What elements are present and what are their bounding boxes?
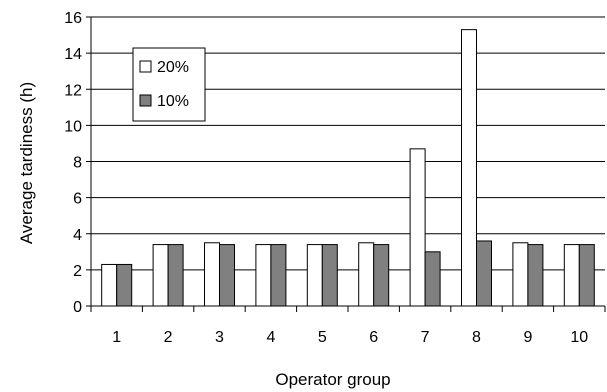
y-tick-label: 12: [64, 82, 82, 99]
bar-20pct-group-4: [255, 244, 272, 307]
x-tick-label: 8: [472, 329, 481, 346]
legend-label-10: 10%: [157, 93, 189, 110]
x-tick-label: 1: [112, 329, 121, 346]
x-tick-label: 7: [421, 329, 430, 346]
x-tick-label: 5: [318, 329, 327, 346]
bar-10pct-group-9: [527, 244, 544, 307]
y-tick-label: 14: [64, 46, 82, 63]
bar-20pct-group-2: [152, 244, 169, 307]
y-tick-label: 4: [73, 227, 82, 244]
y-tick-label: 8: [73, 155, 82, 172]
x-tick-label: 9: [523, 329, 532, 346]
y-tick-labels: 0 2 4 6 8 10 12 14 16: [64, 10, 82, 316]
bar-10pct-group-10: [578, 244, 595, 307]
x-tick-labels: 1 2 3 4 5 6 7 8 9 10: [112, 329, 588, 346]
x-tick-label: 10: [570, 329, 588, 346]
y-tick-label: 2: [73, 263, 82, 280]
y-axis-title: Average tardiness (h): [17, 82, 36, 244]
bar-20pct-group-7: [409, 148, 426, 307]
y-tick-label: 0: [73, 299, 82, 316]
bar-20pct-group-1: [101, 263, 118, 307]
axes: [86, 16, 606, 312]
legend-label-20: 20%: [157, 59, 189, 76]
bar-10pct-group-7: [424, 251, 441, 307]
x-tick-label: 4: [266, 329, 275, 346]
bar-10pct-group-5: [321, 244, 338, 307]
bar-10pct-group-6: [373, 244, 390, 307]
bar-10pct-group-2: [167, 244, 184, 307]
bar-10pct-group-4: [270, 244, 287, 307]
legend-swatch-10: [139, 94, 152, 107]
bar-10pct-group-8: [476, 240, 492, 307]
y-tick-label: 16: [64, 10, 82, 27]
legend-box: [132, 47, 206, 122]
bar-20pct-group-10: [563, 244, 580, 307]
legend: 20% 10%: [132, 47, 206, 122]
x-axis-title: Operator group: [275, 370, 390, 389]
bar-20pct-group-9: [512, 242, 529, 307]
legend-swatch-20: [139, 60, 152, 73]
bar-10pct-group-3: [219, 244, 235, 307]
bar-20pct-group-3: [204, 242, 220, 307]
x-tick-label: 2: [164, 329, 173, 346]
y-tick-label: 10: [64, 118, 82, 135]
bar-20pct-group-8: [461, 29, 477, 307]
bar-10pct-group-1: [116, 263, 133, 307]
bar-20pct-group-5: [306, 244, 323, 307]
x-tick-label: 6: [369, 329, 378, 346]
bar-20pct-group-6: [358, 242, 375, 307]
x-tick-label: 3: [215, 329, 224, 346]
y-tick-label: 6: [73, 191, 82, 208]
